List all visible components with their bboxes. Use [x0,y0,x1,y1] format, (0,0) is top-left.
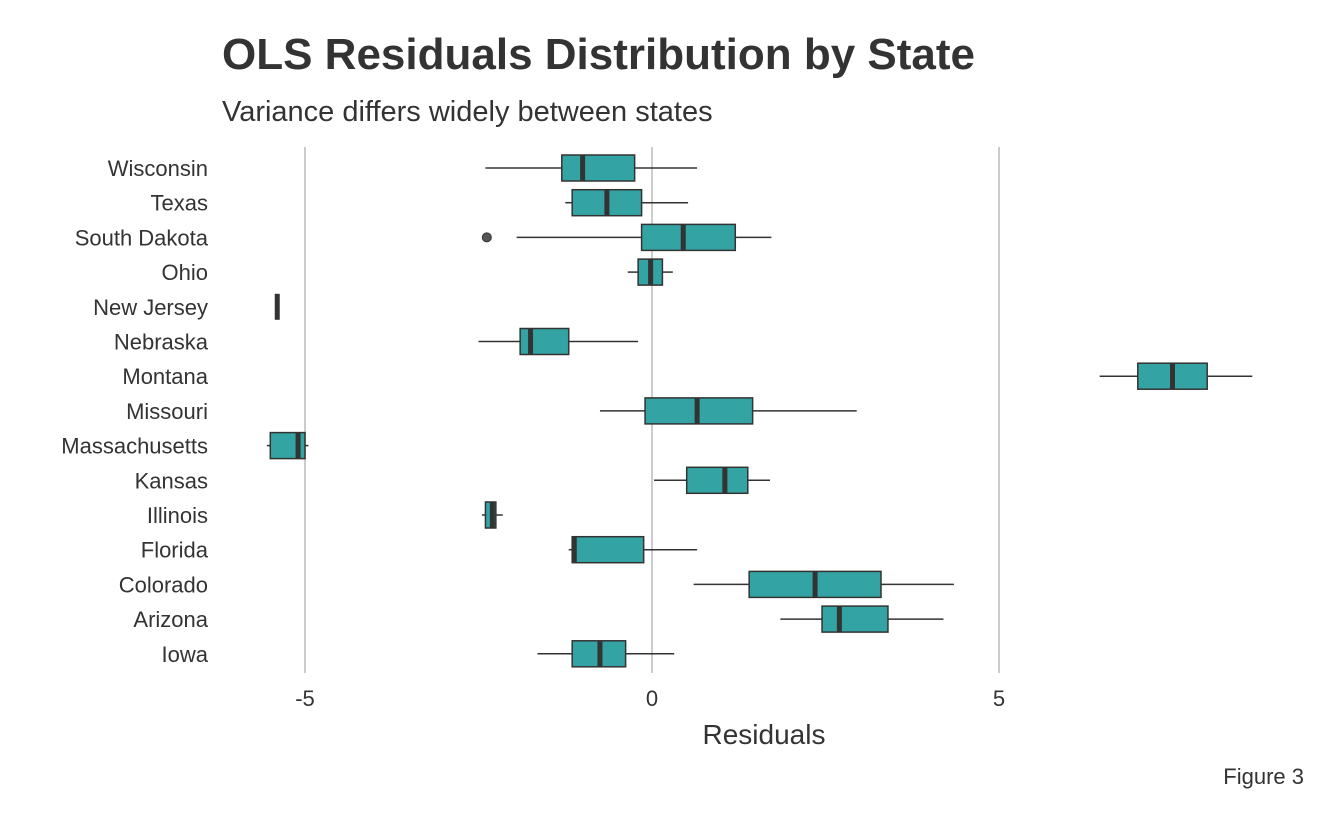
y-tick-label: Texas [151,191,208,216]
x-tick-label: -5 [295,686,315,711]
box-wisconsin [485,154,698,182]
y-tick-label: Illinois [147,503,208,528]
y-tick-label: Arizona [133,607,208,632]
y-tick-label: Ohio [162,260,208,285]
iqr-box [640,223,737,252]
iqr-box [561,154,636,182]
box-south-dakota [481,223,772,252]
x-axis-labels: -5 0 5 [295,686,1005,711]
y-tick-label: Iowa [162,642,209,667]
y-tick-label: Kansas [135,468,208,493]
box-ohio [627,258,673,286]
y-tick-label: New Jersey [93,295,208,320]
y-axis-labels: Wisconsin Texas South Dakota Ohio New Jersey… [61,156,208,667]
box-kansas [654,466,770,495]
x-tick-label: 0 [646,686,658,711]
box-iowa [537,640,675,668]
y-tick-label: Missouri [126,399,208,424]
chart-title: OLS Residuals Distribution by State [222,30,976,79]
outlier-point [481,232,492,243]
iqr-box [519,327,570,356]
box-illinois [481,501,503,529]
x-tick-label: 5 [993,686,1005,711]
box-nebraska [478,327,639,356]
y-tick-label: Montana [122,364,208,389]
iqr-box [571,535,645,564]
box-arizona [780,605,944,633]
x-axis-title: Residuals [703,719,826,750]
y-tick-label: Wisconsin [108,156,208,181]
box-series [266,154,1253,668]
iqr-box [685,466,749,495]
box-massachusetts [266,431,309,460]
y-tick-label: Colorado [119,572,208,597]
y-tick-label: South Dakota [75,225,209,250]
figure-caption: Figure 3 [1223,764,1304,789]
box-missouri [599,397,857,425]
box-texas [565,188,689,217]
box-montana [1099,362,1253,390]
y-tick-label: Nebraska [114,330,209,355]
chart-subtitle: Variance differs widely between states [222,96,713,128]
y-tick-label: Florida [141,538,209,563]
box-florida [568,535,698,564]
y-tick-label: Massachusetts [61,434,208,459]
iqr-box [821,605,889,633]
box-colorado [693,570,954,599]
